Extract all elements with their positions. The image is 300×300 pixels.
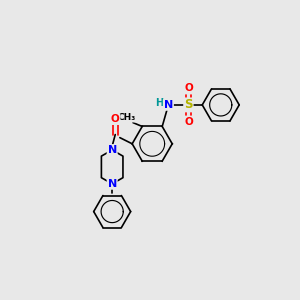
Text: S: S bbox=[184, 98, 193, 111]
Text: N: N bbox=[107, 145, 117, 155]
Text: CH₃: CH₃ bbox=[118, 113, 136, 122]
Text: H: H bbox=[155, 98, 163, 108]
Text: N: N bbox=[107, 179, 117, 189]
Text: O: O bbox=[184, 117, 193, 127]
Text: N: N bbox=[164, 100, 173, 110]
Text: O: O bbox=[184, 83, 193, 93]
Text: O: O bbox=[111, 114, 120, 124]
